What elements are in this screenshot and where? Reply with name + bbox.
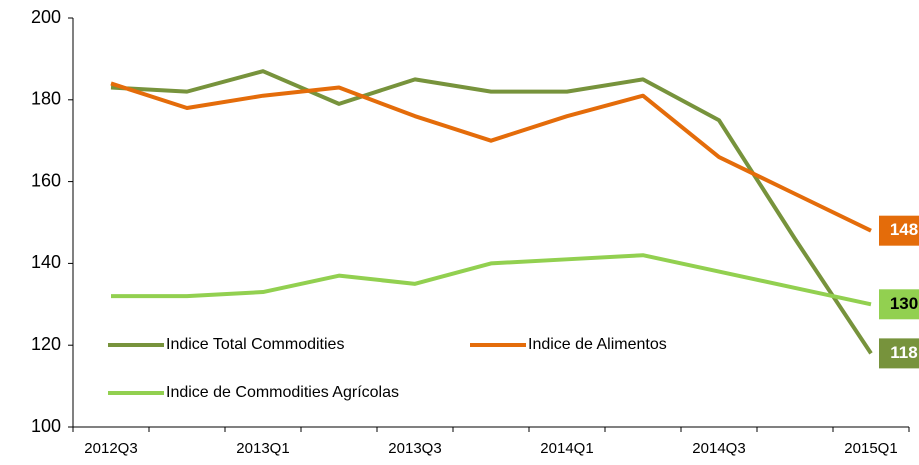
x-tick-label: 2015Q1 bbox=[844, 440, 897, 457]
x-tick-label: 2014Q3 bbox=[692, 440, 745, 457]
legend-label: Indice Total Commodities bbox=[166, 336, 344, 353]
data-label: 130 bbox=[890, 294, 918, 313]
y-tick-label: 120 bbox=[31, 334, 61, 354]
series-line bbox=[110, 81, 872, 233]
legend-label: Indice de Commodities Agrícolas bbox=[166, 384, 399, 401]
y-tick-label: 140 bbox=[31, 252, 61, 272]
end-label-box bbox=[879, 289, 919, 320]
data-label: 118 bbox=[890, 343, 917, 362]
end-label-box bbox=[879, 338, 919, 369]
y-tick-label: 200 bbox=[31, 7, 61, 27]
data-label: 148 bbox=[890, 220, 918, 239]
x-tick-label: 2012Q3 bbox=[84, 440, 137, 457]
legend-label: Indice de Alimentos bbox=[528, 336, 667, 353]
series-line bbox=[110, 69, 873, 355]
y-tick-label: 100 bbox=[31, 416, 61, 436]
end-label-box bbox=[879, 215, 919, 246]
x-tick-label: 2014Q1 bbox=[540, 440, 593, 457]
x-tick-label: 2013Q1 bbox=[236, 440, 289, 457]
series-line bbox=[111, 253, 872, 307]
x-tick-label: 2013Q3 bbox=[388, 440, 441, 457]
y-tick-label: 180 bbox=[31, 89, 61, 109]
y-tick-label: 160 bbox=[31, 170, 61, 190]
